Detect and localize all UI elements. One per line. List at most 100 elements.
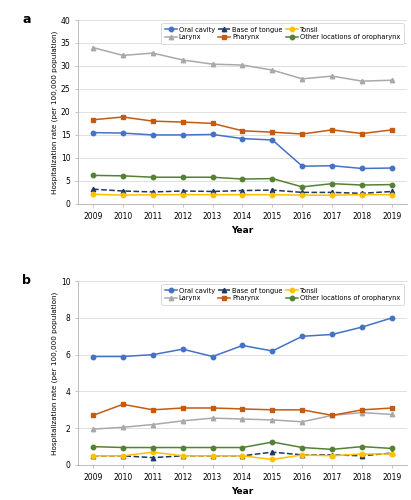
Pharynx xyxy=(210,120,215,126)
Tonsil xyxy=(300,192,305,198)
Tonsil xyxy=(390,192,395,198)
Tonsil xyxy=(150,192,155,198)
Line: Tonsil: Tonsil xyxy=(91,450,394,462)
Pharynx xyxy=(330,127,335,133)
Base of tongue xyxy=(300,452,305,458)
Oral cavity xyxy=(240,136,245,141)
Base of tongue xyxy=(240,453,245,459)
Pharynx xyxy=(390,405,395,411)
Oral cavity xyxy=(330,162,335,168)
Other locations of oropharynx xyxy=(120,444,125,450)
Oral cavity xyxy=(90,130,95,136)
Base of tongue xyxy=(180,188,185,194)
Base of tongue xyxy=(120,453,125,459)
Pharynx xyxy=(120,402,125,407)
Larynx xyxy=(90,44,95,51)
Oral cavity xyxy=(120,130,125,136)
Larynx xyxy=(270,417,275,423)
Pharynx xyxy=(270,129,275,135)
Tonsil xyxy=(150,449,155,455)
Base of tongue xyxy=(210,453,215,459)
Pharynx xyxy=(240,128,245,134)
Base of tongue xyxy=(360,453,365,459)
Tonsil xyxy=(90,191,95,197)
Larynx xyxy=(90,426,95,432)
Oral cavity xyxy=(300,334,305,340)
Other locations of oropharynx xyxy=(90,172,95,178)
Oral cavity xyxy=(390,315,395,321)
Pharynx xyxy=(180,119,185,125)
Pharynx xyxy=(180,405,185,411)
Text: a: a xyxy=(22,12,31,26)
Other locations of oropharynx xyxy=(240,444,245,450)
Base of tongue xyxy=(300,190,305,196)
Pharynx xyxy=(360,407,365,413)
Line: Base of tongue: Base of tongue xyxy=(91,450,394,460)
Other locations of oropharynx xyxy=(300,444,305,450)
Base of tongue xyxy=(330,190,335,196)
Other locations of oropharynx xyxy=(210,444,215,450)
Larynx xyxy=(150,422,155,428)
Line: Larynx: Larynx xyxy=(91,410,394,432)
Larynx xyxy=(270,67,275,73)
Tonsil xyxy=(120,192,125,198)
Base of tongue xyxy=(90,186,95,192)
Pharynx xyxy=(300,407,305,413)
Other locations of oropharynx xyxy=(90,444,95,450)
Tonsil xyxy=(240,192,245,198)
Oral cavity xyxy=(210,354,215,360)
Pharynx xyxy=(360,130,365,136)
Tonsil xyxy=(360,451,365,457)
Larynx xyxy=(390,77,395,83)
Larynx xyxy=(360,410,365,416)
Line: Base of tongue: Base of tongue xyxy=(91,187,394,196)
Larynx xyxy=(390,412,395,418)
Other locations of oropharynx xyxy=(150,174,155,180)
Oral cavity xyxy=(270,348,275,354)
Tonsil xyxy=(300,452,305,458)
Tonsil xyxy=(210,192,215,198)
Other locations of oropharynx xyxy=(360,444,365,450)
Tonsil xyxy=(180,192,185,198)
Larynx xyxy=(330,412,335,418)
Pharynx xyxy=(300,131,305,137)
Other locations of oropharynx xyxy=(360,182,365,188)
Legend: Oral cavity, Larynx, Base of tongue, Pharynx, Tonsil, Other locations of orophar: Oral cavity, Larynx, Base of tongue, Pha… xyxy=(162,24,404,44)
Y-axis label: Hospitalization rate (per 100,000 population): Hospitalization rate (per 100,000 popula… xyxy=(51,30,58,194)
Pharynx xyxy=(150,118,155,124)
Oral cavity xyxy=(210,132,215,138)
Line: Larynx: Larynx xyxy=(91,46,394,84)
Larynx xyxy=(240,62,245,68)
Other locations of oropharynx xyxy=(330,180,335,186)
Oral cavity xyxy=(180,346,185,352)
Other locations of oropharynx xyxy=(180,174,185,180)
Pharynx xyxy=(210,405,215,411)
Larynx xyxy=(300,419,305,425)
Base of tongue xyxy=(150,454,155,460)
Pharynx xyxy=(120,114,125,120)
Larynx xyxy=(210,61,215,67)
Base of tongue xyxy=(360,190,365,196)
X-axis label: Year: Year xyxy=(231,226,254,235)
Tonsil xyxy=(330,192,335,198)
Base of tongue xyxy=(330,452,335,458)
Base of tongue xyxy=(270,187,275,193)
Base of tongue xyxy=(390,188,395,194)
Other locations of oropharynx xyxy=(330,446,335,452)
Oral cavity xyxy=(330,332,335,338)
Other locations of oropharynx xyxy=(150,444,155,450)
Tonsil xyxy=(210,453,215,459)
Oral cavity xyxy=(360,166,365,172)
Y-axis label: Hospitalization rate (per 100,000 population): Hospitalization rate (per 100,000 popula… xyxy=(51,292,58,454)
Pharynx xyxy=(150,407,155,413)
Pharynx xyxy=(330,412,335,418)
Oral cavity xyxy=(300,163,305,169)
Oral cavity xyxy=(150,132,155,138)
Line: Oral cavity: Oral cavity xyxy=(91,130,394,170)
Other locations of oropharynx xyxy=(270,439,275,445)
Other locations of oropharynx xyxy=(390,446,395,452)
Oral cavity xyxy=(90,354,95,360)
Other locations of oropharynx xyxy=(390,182,395,188)
Line: Tonsil: Tonsil xyxy=(91,192,394,198)
Pharynx xyxy=(90,117,95,123)
